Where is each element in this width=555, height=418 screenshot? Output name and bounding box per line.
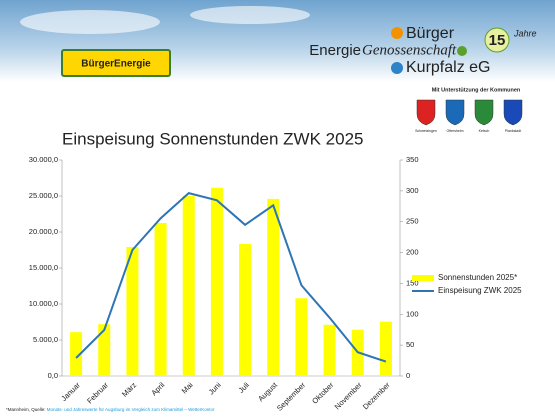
anniversary-number: 15 — [489, 32, 506, 49]
x-tick-label: Juli — [237, 380, 252, 395]
support-text: Mit Unterstützung der Kommunen — [432, 87, 521, 93]
y2-tick-label: 250 — [406, 217, 419, 226]
bar — [126, 247, 138, 376]
x-tick-label: Februar — [85, 380, 110, 405]
y-tick-label: 0,0 — [48, 371, 58, 380]
x-tick-label: Januar — [59, 380, 82, 403]
footnote: *Mannheim, Quelle: Monats- und Jahreswer… — [6, 407, 215, 412]
logo-sun — [391, 27, 403, 39]
cloud — [190, 6, 310, 24]
bar — [98, 324, 110, 376]
y2-tick-label: 100 — [406, 309, 419, 318]
y-tick-label: 30.000,0 — [29, 155, 58, 164]
town-name: Schwetzingen — [415, 129, 437, 133]
legend-label: Sonnenstunden 2025* — [438, 273, 517, 282]
x-tick-label: August — [256, 380, 280, 404]
crest — [417, 100, 435, 125]
legend-label: Einspeisung ZWK 2025 — [438, 286, 522, 295]
crest — [475, 100, 493, 125]
x-tick-label: April — [149, 380, 166, 397]
bar — [239, 244, 251, 376]
crest — [446, 100, 464, 125]
brand-line2b: Genossenschaft — [362, 42, 457, 58]
y2-tick-label: 200 — [406, 248, 419, 257]
bar — [324, 325, 336, 376]
bar — [155, 223, 167, 376]
y-tick-label: 25.000,0 — [29, 191, 58, 200]
bar — [267, 199, 279, 376]
x-tick-label: Dezember — [361, 380, 392, 411]
brand-line1: Bürger — [406, 25, 455, 42]
y-tick-label: 15.000,0 — [29, 263, 58, 272]
town-name: Oftersheim — [446, 129, 463, 133]
slide: BürgerEnergie Bürger Energie Genossensch… — [0, 0, 555, 418]
x-tick-label: Mai — [180, 380, 195, 395]
y-tick-label: 10.000,0 — [29, 299, 58, 308]
page: BürgerEnergie Bürger Energie Genossensch… — [0, 0, 555, 418]
line — [76, 193, 386, 361]
logo-water — [391, 62, 403, 74]
bar — [211, 188, 223, 376]
x-tick-label: März — [120, 380, 138, 398]
footnote-prefix: *Mannheim, Quelle: — [6, 407, 47, 412]
legend-swatch — [412, 275, 434, 281]
x-tick-label: Oktober — [310, 380, 336, 406]
bar — [380, 322, 392, 376]
x-tick-label: Juni — [207, 380, 223, 396]
cloud — [20, 10, 160, 34]
town-name: Plankstadt — [505, 129, 521, 133]
y-tick-label: 5.000,0 — [33, 335, 58, 344]
bar — [295, 298, 307, 376]
y-tick-label: 20.000,0 — [29, 227, 58, 236]
x-tick-label: November — [333, 380, 364, 411]
brand-line2a: Energie — [309, 42, 361, 59]
y2-tick-label: 0 — [406, 371, 410, 380]
y2-tick-label: 300 — [406, 186, 419, 195]
anniversary-word: Jahre — [513, 28, 537, 38]
y2-tick-label: 350 — [406, 155, 419, 164]
crest — [504, 100, 522, 125]
x-tick-label: September — [275, 380, 308, 413]
chart-title: Einspeisung Sonnenstunden ZWK 2025 — [62, 129, 363, 148]
sign-text: BürgerEnergie — [81, 59, 151, 70]
bar — [183, 196, 195, 376]
town-name: Ketsch — [479, 129, 490, 133]
brand-line3: Kurpfalz eG — [406, 59, 490, 76]
footnote-link[interactable]: Monats- und Jahreswerte für Augsburg im … — [47, 407, 215, 412]
y2-tick-label: 50 — [406, 340, 414, 349]
logo-leaf — [457, 46, 467, 56]
